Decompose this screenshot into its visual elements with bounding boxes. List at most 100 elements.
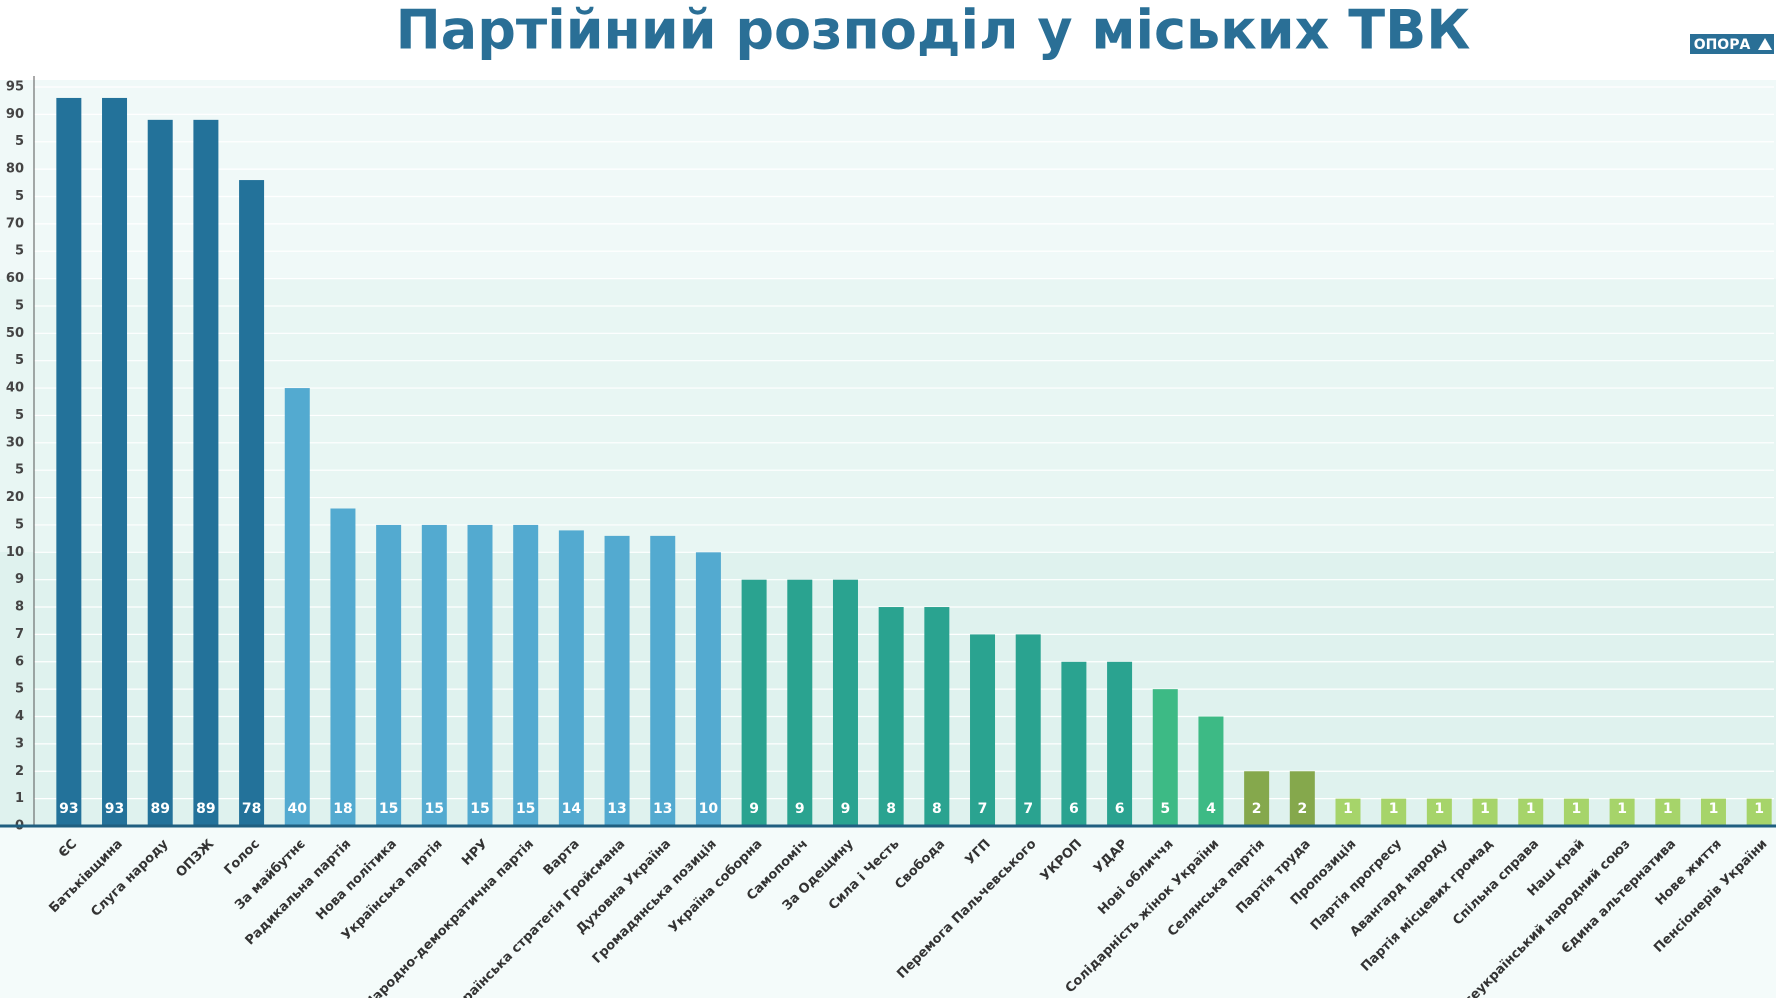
bar bbox=[787, 579, 813, 826]
bar bbox=[604, 535, 630, 826]
bar bbox=[1015, 634, 1041, 826]
chart-title: Партійний розподіл у міських ТВК bbox=[396, 0, 1471, 62]
bar bbox=[1700, 798, 1726, 826]
bar bbox=[467, 524, 493, 826]
bar bbox=[1244, 771, 1270, 826]
y-tick-label: 8 bbox=[15, 600, 24, 615]
value-label: 10 bbox=[699, 801, 719, 817]
y-tick-label: 70 bbox=[6, 216, 24, 231]
y-tick-label: 95 bbox=[6, 80, 24, 95]
y-tick-label: 2 bbox=[15, 764, 24, 779]
bar bbox=[330, 508, 356, 826]
value-label: 89 bbox=[150, 801, 169, 817]
value-label: 78 bbox=[242, 801, 261, 817]
y-tick-label: 5 bbox=[15, 298, 24, 313]
bar bbox=[421, 524, 447, 826]
bar bbox=[741, 579, 767, 826]
value-label: 1 bbox=[1663, 801, 1673, 817]
bar bbox=[558, 530, 584, 826]
band bbox=[0, 826, 1776, 998]
bar bbox=[1152, 689, 1178, 826]
y-tick-label: 5 bbox=[15, 353, 24, 368]
y-tick-label: 1 bbox=[15, 791, 24, 806]
bar bbox=[147, 119, 173, 827]
y-tick-label: 5 bbox=[15, 682, 24, 697]
value-label: 5 bbox=[1160, 801, 1170, 817]
y-tick-label: 5 bbox=[15, 463, 24, 478]
value-label: 8 bbox=[932, 801, 942, 817]
value-label: 1 bbox=[1572, 801, 1582, 817]
value-label: 2 bbox=[1252, 801, 1262, 817]
y-tick-label: 6 bbox=[15, 654, 24, 669]
bar bbox=[376, 524, 402, 826]
bar bbox=[1655, 798, 1681, 826]
bar bbox=[970, 634, 996, 826]
value-label: 13 bbox=[653, 801, 672, 817]
logo-icon bbox=[1758, 38, 1772, 50]
value-label: 13 bbox=[607, 801, 626, 817]
band bbox=[0, 80, 1776, 279]
bar bbox=[1563, 798, 1589, 826]
value-label: 14 bbox=[562, 801, 582, 817]
logo-box bbox=[1690, 34, 1774, 54]
bar bbox=[1107, 661, 1133, 826]
value-label: 8 bbox=[886, 801, 896, 817]
value-label: 6 bbox=[1069, 801, 1079, 817]
y-tick-label: 30 bbox=[6, 435, 24, 450]
y-tick-label: 90 bbox=[6, 107, 24, 122]
bar bbox=[56, 97, 82, 827]
logo: ОПОРА bbox=[1694, 37, 1751, 53]
bar bbox=[1335, 798, 1361, 826]
value-label: 1 bbox=[1434, 801, 1444, 817]
value-label: 15 bbox=[425, 801, 444, 817]
value-label: 7 bbox=[978, 801, 988, 817]
bar bbox=[239, 180, 265, 826]
y-tick-label: 40 bbox=[6, 381, 24, 396]
bar bbox=[193, 119, 219, 827]
bar bbox=[1472, 798, 1498, 826]
bar bbox=[695, 552, 721, 826]
bar bbox=[284, 388, 310, 826]
y-tick-label: 5 bbox=[15, 244, 24, 259]
value-label: 89 bbox=[196, 801, 215, 817]
y-tick-label: 10 bbox=[6, 545, 24, 560]
bar bbox=[1198, 716, 1224, 826]
value-label: 1 bbox=[1343, 801, 1353, 817]
value-label: 9 bbox=[749, 801, 759, 817]
bar bbox=[1289, 771, 1315, 826]
value-label: 2 bbox=[1297, 801, 1307, 817]
y-tick-label: 20 bbox=[6, 490, 24, 505]
y-tick-label: 60 bbox=[6, 271, 24, 286]
value-label: 1 bbox=[1709, 801, 1719, 817]
bar bbox=[878, 607, 904, 826]
y-tick-label: 50 bbox=[6, 326, 24, 341]
y-tick-label: 3 bbox=[15, 736, 24, 751]
bar bbox=[924, 607, 950, 826]
value-label: 15 bbox=[379, 801, 398, 817]
bar bbox=[513, 524, 539, 826]
y-tick-label: 80 bbox=[6, 162, 24, 177]
bar bbox=[1381, 798, 1407, 826]
y-tick-label: 5 bbox=[15, 134, 24, 149]
y-tick-label: 9 bbox=[15, 572, 24, 587]
bar bbox=[1746, 798, 1772, 826]
value-label: 15 bbox=[470, 801, 489, 817]
value-label: 1 bbox=[1389, 801, 1399, 817]
value-label: 6 bbox=[1115, 801, 1125, 817]
value-label: 18 bbox=[333, 801, 352, 817]
value-label: 1 bbox=[1754, 801, 1764, 817]
value-label: 9 bbox=[841, 801, 851, 817]
value-label: 93 bbox=[105, 801, 124, 817]
value-label: 40 bbox=[288, 801, 308, 817]
bar bbox=[102, 97, 128, 827]
bar bbox=[1426, 798, 1452, 826]
value-label: 15 bbox=[516, 801, 535, 817]
value-label: 1 bbox=[1526, 801, 1536, 817]
bar bbox=[1518, 798, 1544, 826]
bar bbox=[1061, 661, 1087, 826]
value-label: 9 bbox=[795, 801, 805, 817]
y-tick-label: 7 bbox=[15, 627, 24, 642]
value-label: 1 bbox=[1617, 801, 1627, 817]
y-tick-label: 5 bbox=[15, 189, 24, 204]
